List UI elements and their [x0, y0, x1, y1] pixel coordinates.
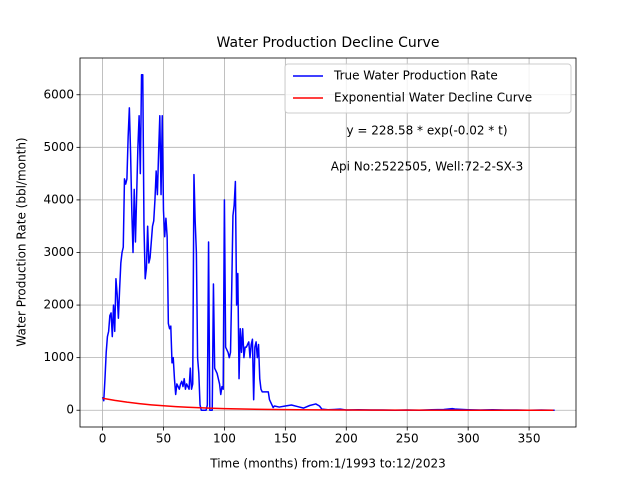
- x-tick-label: 250: [396, 432, 419, 446]
- legend-label: True Water Production Rate: [333, 69, 498, 83]
- annotation: Api No:2522505, Well:72-2-SX-3: [331, 160, 523, 174]
- x-tick-label: 50: [156, 432, 171, 446]
- x-tick-label: 350: [518, 432, 541, 446]
- x-tick-label: 0: [99, 432, 107, 446]
- legend-box: [284, 63, 572, 114]
- x-tick-label: 150: [274, 432, 297, 446]
- y-tick-label: 2000: [43, 298, 74, 312]
- y-tick-label: 0: [66, 403, 74, 417]
- x-tick-label: 300: [457, 432, 480, 446]
- y-tick-label: 3000: [43, 245, 74, 259]
- y-tick-label: 1000: [43, 350, 74, 364]
- x-tick-label: 100: [213, 432, 236, 446]
- y-axis-label: Water Production Rate (bbl/month): [15, 137, 29, 346]
- plot-frame: [79, 57, 577, 428]
- y-tick-label: 5000: [43, 140, 74, 154]
- y-tick-label: 6000: [43, 87, 74, 101]
- legend-label: Exponential Water Decline Curve: [334, 91, 532, 105]
- series-line: [101, 74, 555, 411]
- series-line: [102, 397, 554, 411]
- chart-title: Water Production Decline Curve: [217, 35, 440, 51]
- x-tick-label: 200: [335, 432, 358, 446]
- x-axis-label: Time (months) from:1/1993 to:12/2023: [209, 457, 446, 471]
- annotation: y = 228.58 * exp(-0.02 * t): [346, 124, 507, 138]
- y-tick-label: 4000: [43, 192, 74, 206]
